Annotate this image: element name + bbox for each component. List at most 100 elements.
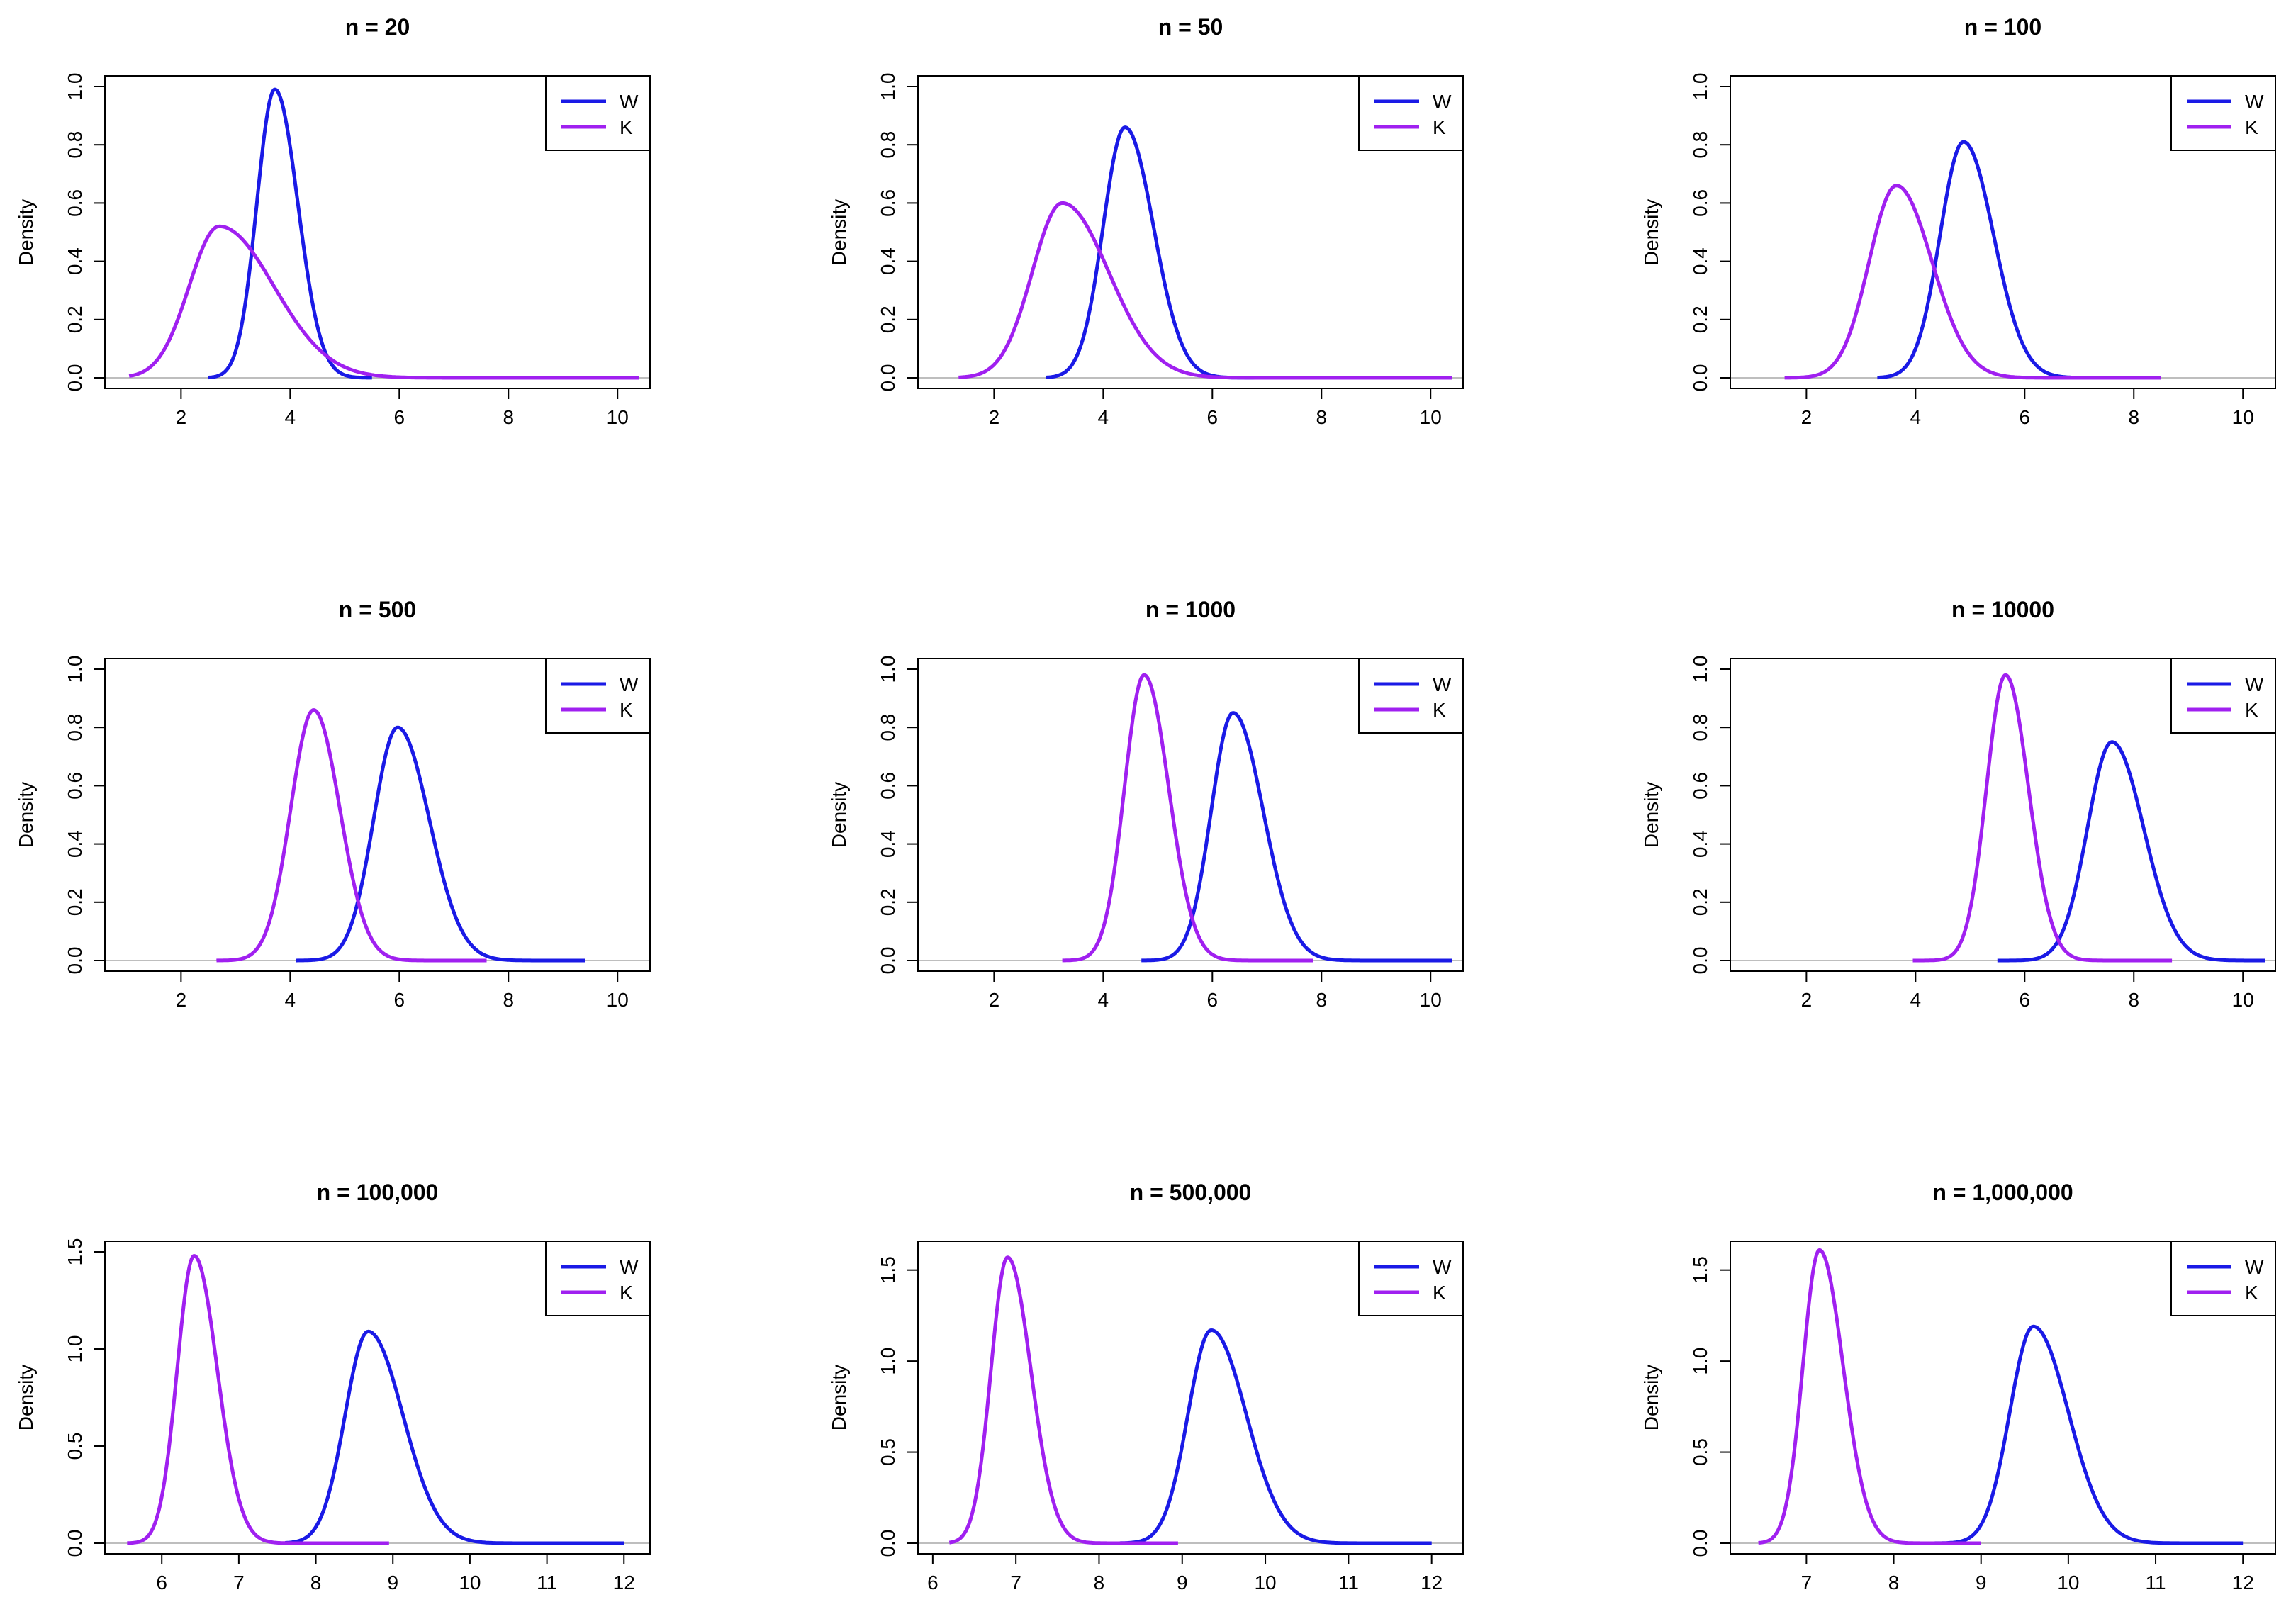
y-tick-label: 1.5 bbox=[1689, 1256, 1711, 1284]
chart-title: n = 100 bbox=[1964, 14, 2041, 40]
chart-panel-6: n = 10000 Density 2 4 6 8 10 0.0 0.2 0.4 0.6 0.8 1.0… bbox=[1640, 597, 2276, 1011]
y-tick-label: 0.6 bbox=[64, 189, 86, 217]
y-tick-label: 1.0 bbox=[64, 73, 86, 101]
legend-box bbox=[2170, 658, 2276, 734]
y-tick-label: 1.0 bbox=[877, 73, 899, 101]
x-tick-label: 8 bbox=[1316, 989, 1327, 1011]
legend-box bbox=[545, 1241, 651, 1316]
legend-box bbox=[2170, 1241, 2276, 1316]
density-curve-K bbox=[1061, 673, 1314, 963]
plot-box bbox=[104, 75, 651, 389]
legend-label-W: W bbox=[1433, 673, 1452, 695]
y-tick-label: 0.4 bbox=[1689, 247, 1711, 275]
x-tick-label: 4 bbox=[1098, 989, 1109, 1011]
density-curve-K bbox=[1757, 1248, 1982, 1545]
y-tick-label: 0.4 bbox=[1689, 830, 1711, 858]
x-tick-label: 12 bbox=[2232, 1572, 2254, 1594]
legend: WK bbox=[545, 75, 651, 151]
y-tick-label: 0.0 bbox=[1689, 364, 1711, 392]
density-curve-K bbox=[1784, 184, 2162, 380]
y-tick-label: 0.2 bbox=[64, 306, 86, 333]
x-tick-label: 6 bbox=[927, 1572, 939, 1594]
y-tick-label: 0.6 bbox=[877, 772, 899, 800]
plot-box bbox=[104, 1241, 651, 1555]
plot-box bbox=[917, 1241, 1464, 1555]
y-tick-label: 0.5 bbox=[1689, 1438, 1711, 1466]
x-tick-label: 10 bbox=[2232, 989, 2254, 1011]
y-tick-label: 0.2 bbox=[877, 888, 899, 916]
y-tick-label: 0.8 bbox=[1689, 714, 1711, 741]
x-tick-label: 10 bbox=[1420, 989, 1442, 1011]
density-curve-W bbox=[1045, 125, 1284, 380]
x-tick-label: 4 bbox=[1098, 406, 1109, 428]
y-tick-label: 0.2 bbox=[877, 306, 899, 333]
plot-box bbox=[917, 658, 1464, 972]
legend: WK bbox=[545, 658, 651, 734]
y-tick-label: 1.0 bbox=[64, 1335, 86, 1363]
legend: WK bbox=[545, 1241, 651, 1316]
legend-label-K: K bbox=[2245, 699, 2258, 721]
legend: WK bbox=[1358, 1241, 1464, 1316]
y-tick-label: 1.0 bbox=[64, 656, 86, 683]
y-axis-label: Density bbox=[15, 782, 37, 848]
y-tick-label: 0.8 bbox=[877, 131, 899, 159]
plot-box bbox=[1730, 658, 2276, 972]
x-tick-label: 8 bbox=[310, 1572, 322, 1594]
legend-box bbox=[545, 75, 651, 151]
plot-box bbox=[104, 658, 651, 972]
chart-panel-3: n = 100 Density 2 4 6 8 10 0.0 0.2 0.4 0.6 0.8 1.0 WK bbox=[1640, 14, 2276, 428]
y-tick-label: 1.0 bbox=[1689, 656, 1711, 683]
density-curve-K bbox=[1912, 673, 2173, 963]
density-curve-W bbox=[1141, 711, 1453, 963]
density-curve-W bbox=[1932, 1324, 2244, 1545]
x-tick-label: 10 bbox=[1420, 406, 1442, 428]
y-tick-label: 0.8 bbox=[64, 131, 86, 159]
y-tick-label: 0.0 bbox=[64, 1530, 86, 1557]
density-curve-K bbox=[128, 224, 639, 380]
x-tick-label: 4 bbox=[285, 406, 296, 428]
x-tick-label: 8 bbox=[503, 406, 514, 428]
legend-box bbox=[1358, 658, 1464, 734]
chart-title: n = 50 bbox=[1158, 14, 1223, 40]
x-tick-label: 2 bbox=[1801, 406, 1813, 428]
x-tick-label: 10 bbox=[1254, 1572, 1276, 1594]
x-tick-label: 4 bbox=[1910, 406, 1922, 428]
y-tick-label: 0.6 bbox=[1689, 772, 1711, 800]
legend-box bbox=[1358, 75, 1464, 151]
legend-label-W: W bbox=[2245, 91, 2264, 113]
chart-panel-1: n = 20 Density 2 4 6 8 10 0.0 0.2 0.4 0.6 0.8 1.0 WK bbox=[15, 14, 651, 428]
x-tick-label: 11 bbox=[537, 1572, 557, 1594]
y-tick-label: 0.4 bbox=[877, 247, 899, 275]
legend: WK bbox=[2170, 1241, 2276, 1316]
y-tick-label: 1.5 bbox=[877, 1256, 899, 1284]
x-tick-label: 8 bbox=[1094, 1572, 1105, 1594]
x-tick-label: 8 bbox=[1888, 1572, 1900, 1594]
y-axis-label: Density bbox=[15, 199, 37, 265]
density-curve-K bbox=[948, 1255, 1180, 1545]
chart-panel-8: n = 500,000 Density 6 7 8 9 10 11 12 0.0 0.5 1.0 1.5… bbox=[828, 1180, 1464, 1594]
chart-title: n = 10000 bbox=[1951, 597, 2054, 622]
x-tick-label: 6 bbox=[394, 989, 405, 1011]
y-tick-label: 0.4 bbox=[877, 830, 899, 858]
y-tick-label: 0.5 bbox=[64, 1433, 86, 1460]
x-tick-label: 6 bbox=[2020, 989, 2031, 1011]
y-tick-label: 0.0 bbox=[1689, 1530, 1711, 1557]
x-tick-label: 12 bbox=[613, 1572, 635, 1594]
x-tick-label: 2 bbox=[176, 406, 187, 428]
legend-box bbox=[2170, 75, 2276, 151]
chart-title: n = 1,000,000 bbox=[1932, 1180, 2073, 1205]
density-curve-W bbox=[284, 1329, 624, 1545]
y-tick-label: 0.6 bbox=[1689, 189, 1711, 217]
x-tick-label: 7 bbox=[1010, 1572, 1021, 1594]
density-curve-W bbox=[207, 87, 374, 380]
x-tick-label: 2 bbox=[1801, 989, 1813, 1011]
x-tick-label: 8 bbox=[503, 989, 514, 1011]
x-tick-label: 10 bbox=[607, 406, 629, 428]
y-tick-label: 0.2 bbox=[64, 888, 86, 916]
x-tick-label: 10 bbox=[2057, 1572, 2079, 1594]
y-tick-label: 0.8 bbox=[1689, 131, 1711, 159]
legend-label-W: W bbox=[620, 1256, 639, 1278]
legend-label-K: K bbox=[1433, 116, 1446, 138]
y-tick-label: 0.0 bbox=[877, 1530, 899, 1557]
plot-box bbox=[1730, 75, 2276, 389]
